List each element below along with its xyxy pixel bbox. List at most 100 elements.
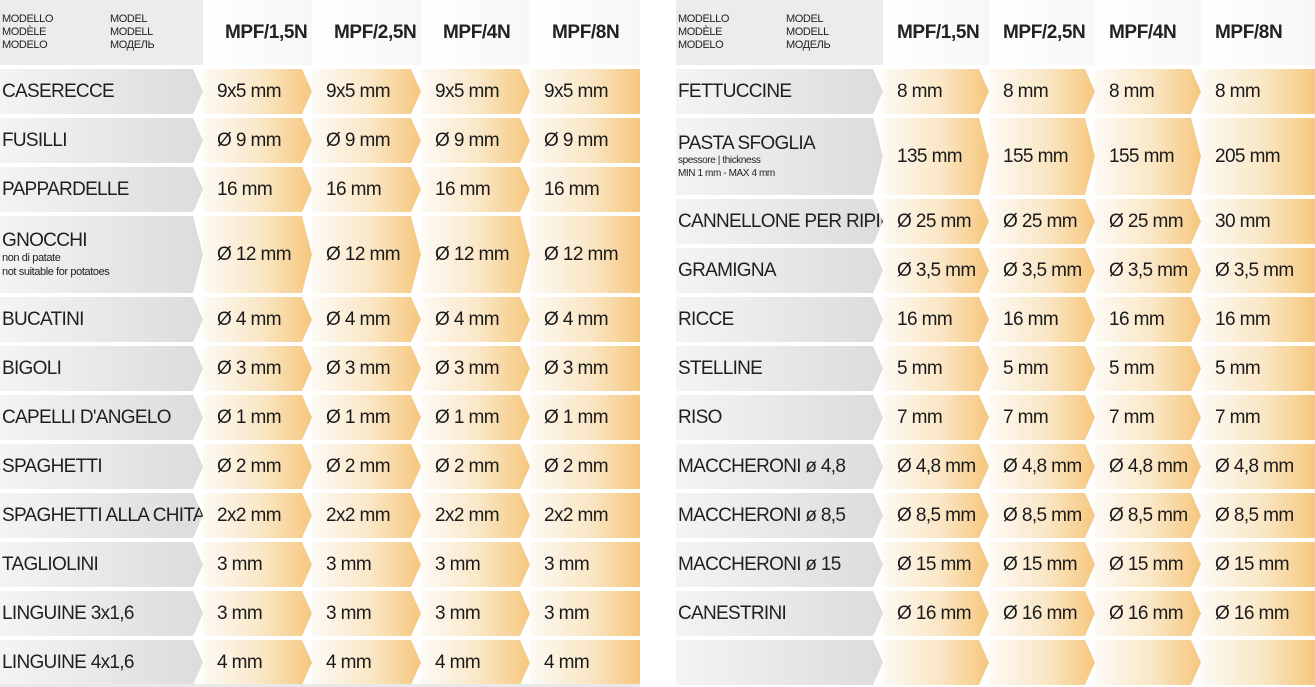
spec-value-cell: 7 mm	[989, 395, 1095, 440]
spec-value-cell: Ø 1 mm	[312, 395, 421, 440]
table-row: SPAGHETTI Ø 2 mm Ø 2 mm Ø 2 mm Ø 2 mm	[0, 444, 640, 489]
pasta-shape-name: STELLINE	[678, 358, 763, 379]
spec-value-cell: Ø 16 mm	[883, 591, 989, 636]
table-row: CANNELLONE PER RIPIENO Ø 25 mm Ø 25 mm Ø 25…	[676, 199, 1315, 244]
spec-value-cell: Ø 3,5 mm	[989, 248, 1095, 293]
spec-value-cell: Ø 15 mm	[989, 542, 1095, 587]
spec-value-cell: 155 mm	[989, 118, 1095, 195]
table-row: CANESTRINI Ø 16 mm Ø 16 mm Ø 16 mm Ø 16 mm	[676, 591, 1315, 636]
spec-value-cell: Ø 16 mm	[1201, 591, 1315, 636]
spec-value-cell: 8 mm	[1201, 69, 1315, 114]
spec-value-cell: 8 mm	[1095, 69, 1201, 114]
model-label-en: MODEL	[110, 13, 148, 25]
spec-value-cell: 16 mm	[530, 167, 640, 212]
model-header-mpf-4n: MPF/4N	[1095, 0, 1201, 65]
model-label-ru: МОДЕЛЬ	[110, 39, 155, 51]
spec-value-cell: 4 mm	[421, 640, 530, 685]
pasta-shape-note: non di patate	[2, 252, 61, 264]
pasta-shape-name: BUCATINI	[2, 309, 84, 330]
spec-value-cell: 8 mm	[989, 69, 1095, 114]
pasta-shape-name: FETTUCCINE	[678, 81, 792, 102]
spec-value-cell: 7 mm	[1201, 395, 1315, 440]
spec-value-cell: Ø 3,5 mm	[1201, 248, 1315, 293]
pasta-shape-cell: BUCATINI	[0, 297, 203, 342]
spec-value-cell	[883, 640, 989, 685]
table-row: LINGUINE 4x1,6 4 mm 4 mm 4 mm 4 mm	[0, 640, 640, 685]
model-label-de: MODELL	[110, 26, 153, 38]
pasta-shape-name: MACCHERONI ø 8,5	[678, 505, 846, 526]
pasta-shape-cell: LINGUINE 4x1,6	[0, 640, 203, 685]
spec-value-cell: Ø 2 mm	[421, 444, 530, 489]
spec-value-cell: Ø 12 mm	[530, 216, 640, 293]
spec-value-cell: Ø 25 mm	[883, 199, 989, 244]
pasta-shape-cell: SPAGHETTI ALLA CHITARRA	[0, 493, 203, 538]
pasta-shape-name: GRAMIGNA	[678, 260, 776, 281]
spec-value-cell: Ø 9 mm	[312, 118, 421, 163]
pasta-shape-cell: CASERECCE	[0, 69, 203, 114]
spec-value-cell: Ø 1 mm	[421, 395, 530, 440]
model-label-cell: MODELLO MODEL MODÈLE MODELL MODELO МОДЕЛ…	[0, 0, 203, 65]
spec-value-cell: 7 mm	[883, 395, 989, 440]
pasta-shape-name: LINGUINE 3x1,6	[2, 603, 134, 624]
spec-value-cell: Ø 9 mm	[530, 118, 640, 163]
pasta-shape-name: TAGLIOLINI	[2, 554, 99, 575]
spec-value-cell: 4 mm	[530, 640, 640, 685]
spec-value-cell: 205 mm	[1201, 118, 1315, 195]
pasta-shape-cell: GNOCCHI non di patate not suitable for pot…	[0, 216, 203, 293]
model-label-cell: MODELLO MODEL MODÈLE MODELL MODELO МОДЕЛ…	[676, 0, 883, 65]
spec-value-cell: Ø 1 mm	[530, 395, 640, 440]
spec-value-cell: Ø 12 mm	[312, 216, 421, 293]
right-table-body: FETTUCCINE 8 mm 8 mm 8 mm 8 mm PASTA SFOGLIA s…	[676, 65, 1315, 685]
model-label-fr: MODÈLE	[678, 26, 723, 38]
spec-value-cell: Ø 16 mm	[989, 591, 1095, 636]
spec-value-cell: 2x2 mm	[530, 493, 640, 538]
model-label-en: MODEL	[786, 13, 824, 25]
model-header-mpf-2-5n: MPF/2,5N	[312, 0, 421, 65]
spec-value-cell: Ø 4,8 mm	[989, 444, 1095, 489]
spec-value-cell: 9x5 mm	[530, 69, 640, 114]
spec-value-cell: Ø 4,8 mm	[883, 444, 989, 489]
spec-value-cell: Ø 8,5 mm	[883, 493, 989, 538]
spec-value-cell: 5 mm	[1095, 346, 1201, 391]
spec-value-cell: 155 mm	[1095, 118, 1201, 195]
model-label-es: MODELO	[678, 39, 724, 51]
table-row: FETTUCCINE 8 mm 8 mm 8 mm 8 mm	[676, 69, 1315, 114]
right-header-row: MODELLO MODEL MODÈLE MODELL MODELO МОДЕЛ…	[676, 0, 1315, 65]
pasta-shape-cell	[676, 640, 883, 685]
table-row: MACCHERONI ø 15 Ø 15 mm Ø 15 mm Ø 15 mm Ø 15…	[676, 542, 1315, 587]
spec-value-cell	[989, 640, 1095, 685]
spec-value-cell: 2x2 mm	[421, 493, 530, 538]
model-header-mpf-4n: MPF/4N	[421, 0, 530, 65]
pasta-shape-name: BIGOLI	[2, 358, 62, 379]
pasta-shape-cell: CANNELLONE PER RIPIENO	[676, 199, 883, 244]
table-row: MACCHERONI ø 4,8 Ø 4,8 mm Ø 4,8 mm Ø 4,8 mm…	[676, 444, 1315, 489]
spec-value-cell: 4 mm	[203, 640, 312, 685]
pasta-shape-cell: MACCHERONI ø 4,8	[676, 444, 883, 489]
spec-value-cell	[1095, 640, 1201, 685]
pasta-shape-cell: PASTA SFOGLIA spessore | thickness MIN 1 m…	[676, 118, 883, 195]
spec-value-cell: 16 mm	[1095, 297, 1201, 342]
pasta-shape-name: CASERECCE	[2, 81, 114, 102]
spec-value-cell: Ø 15 mm	[883, 542, 989, 587]
model-header-mpf-2-5n: MPF/2,5N	[989, 0, 1095, 65]
pasta-shape-cell: RICCE	[676, 297, 883, 342]
pasta-shape-cell: PAPPARDELLE	[0, 167, 203, 212]
spec-value-cell: Ø 3 mm	[312, 346, 421, 391]
pasta-shape-cell: BIGOLI	[0, 346, 203, 391]
pasta-shape-note: MIN 1 mm - MAX 4 mm	[678, 168, 775, 179]
pasta-shape-name: CANNELLONE PER RIPIENO	[678, 211, 920, 232]
spec-value-cell: 16 mm	[421, 167, 530, 212]
pasta-shape-cell: STELLINE	[676, 346, 883, 391]
pasta-shape-name: RICCE	[678, 309, 734, 330]
pasta-shape-cell: FUSILLI	[0, 118, 203, 163]
spec-value-cell: Ø 4 mm	[530, 297, 640, 342]
table-row: CASERECCE 9x5 mm 9x5 mm 9x5 mm 9x5 mm	[0, 69, 640, 114]
spec-value-cell: Ø 8,5 mm	[1201, 493, 1315, 538]
spec-value-cell: 3 mm	[312, 542, 421, 587]
spec-value-cell: Ø 4 mm	[203, 297, 312, 342]
spec-value-cell: 4 mm	[312, 640, 421, 685]
pasta-shape-name: PASTA SFOGLIA	[678, 133, 815, 154]
model-header-mpf-8n: MPF/8N	[530, 0, 640, 65]
spec-value-cell: Ø 4 mm	[421, 297, 530, 342]
spec-value-cell: Ø 25 mm	[1095, 199, 1201, 244]
